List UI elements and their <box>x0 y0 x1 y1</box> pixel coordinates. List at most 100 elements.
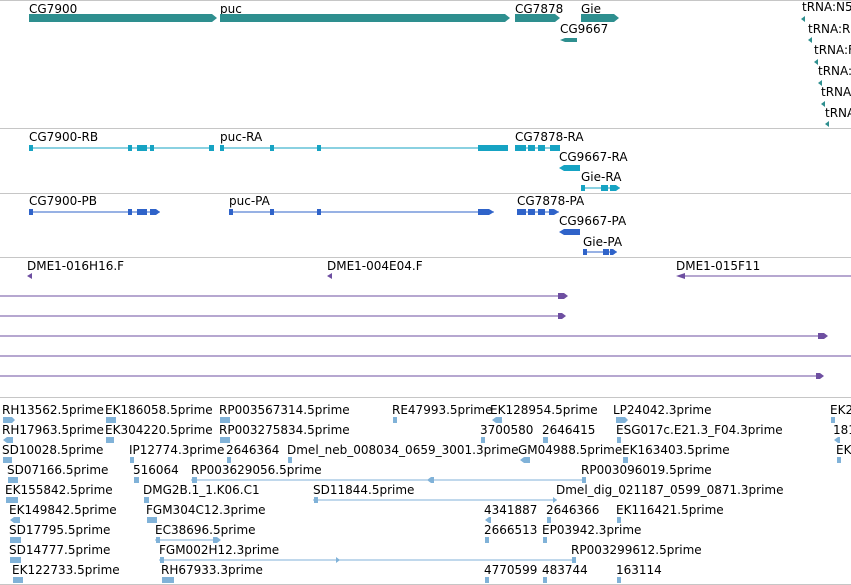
est-label[interactable]: RH17963.5prime <box>2 423 104 437</box>
est-label[interactable]: LP24042.3prime <box>613 403 712 417</box>
est-label[interactable]: GM04988.5prime <box>518 443 622 457</box>
protein-gie-pa[interactable]: Gie-PA <box>583 235 623 255</box>
clone-read-1[interactable] <box>0 293 568 299</box>
est-label[interactable]: FGM304C12.3prime <box>146 503 266 517</box>
est-label[interactable]: 2646366 <box>546 503 599 517</box>
est-label[interactable]: SD07166.5prime <box>7 463 108 477</box>
est-label[interactable]: EK304220.5prime <box>105 423 213 437</box>
est-label[interactable]: EK116421.5prime <box>616 503 724 517</box>
est-label[interactable]: Dmel_dig_021187_0599_0871.3prime <box>556 483 784 497</box>
est-label[interactable]: 2646364 <box>226 443 279 457</box>
trna-glyph[interactable] <box>825 121 829 127</box>
gene-feature-gie[interactable]: Gie <box>581 2 619 22</box>
est-label[interactable]: 4341887 <box>484 503 537 517</box>
est-label[interactable]: EK186058.5prime <box>105 403 213 417</box>
est-label[interactable]: SD10028.5prime <box>2 443 103 457</box>
est-label[interactable]: Dmel_neb_008034_0659_3001.3prime <box>287 443 519 457</box>
est-label[interactable]: RE47993.5prime <box>392 403 493 417</box>
protein-cg7900-pb[interactable]: CG7900-PB <box>29 194 160 215</box>
trna-glyph[interactable] <box>821 101 825 107</box>
est-label[interactable]: EK149842.5prime <box>9 503 117 517</box>
est-label[interactable]: IP12774.3prime <box>129 443 224 457</box>
trna-glyph[interactable] <box>801 16 805 22</box>
gene-feature-cg7878[interactable]: CG7878 <box>515 2 563 22</box>
protein-cg7878-pa[interactable]: CG7878-PA <box>517 194 585 215</box>
est-label[interactable]: RH13562.5prime <box>2 403 104 417</box>
protein-cg9667-pa[interactable]: CG9667-PA <box>559 214 627 235</box>
clone-dme1-016h16[interactable]: DME1-016H16.F <box>27 259 124 279</box>
est-label[interactable]: EK155842.5prime <box>5 483 113 497</box>
gene-glyph[interactable] <box>29 14 217 22</box>
transcript-gie-ra[interactable]: Gie-RA <box>581 170 622 191</box>
est-label[interactable]: EC38696.5prime <box>155 523 256 537</box>
clone-track: DME1-016H16.F DME1-004E04.F DME1-015F11 <box>0 259 851 379</box>
gene-feature-cg9667[interactable]: CG9667 <box>560 22 608 42</box>
est-label[interactable]: 516064 <box>133 463 179 477</box>
trna-glyph[interactable] <box>818 80 822 86</box>
est-label[interactable]: SD17795.5prime <box>9 523 110 537</box>
est-label[interactable]: EK2 <box>830 403 851 417</box>
est-label[interactable]: EK163403.5prime <box>622 443 730 457</box>
est-label[interactable]: 3700580 <box>480 423 533 437</box>
est-glyphs <box>3 437 840 443</box>
gene-feature-cg7900[interactable]: CG7900 <box>29 2 217 22</box>
est-label[interactable]: RP003096019.5prime <box>581 463 712 477</box>
transcript-cg7900-rb[interactable]: CG7900-RB <box>29 130 214 151</box>
gene-track: CG7900 puc CG7878 Gie CG9667 tRNA:N5 tRN… <box>29 0 851 127</box>
est-label[interactable]: 483744 <box>542 563 588 577</box>
gene-glyph[interactable] <box>560 38 577 42</box>
est-label[interactable]: EK <box>836 443 851 457</box>
est-label[interactable]: SD11844.5prime <box>313 483 414 497</box>
est-label[interactable]: 2666513 <box>484 523 537 537</box>
gene-label: Gie <box>581 2 601 16</box>
trna-feature-6[interactable]: tRNA <box>825 106 851 127</box>
trna-feature-1[interactable]: tRNA:N5 <box>801 0 851 22</box>
est-label[interactable]: 2646415 <box>542 423 595 437</box>
est-label[interactable]: ESG017c.E21.3_F04.3prime <box>616 423 783 437</box>
est-label[interactable]: 163114 <box>616 563 662 577</box>
est-label[interactable]: RP003275834.5prime <box>219 423 350 437</box>
clone-read-2[interactable] <box>0 313 566 319</box>
trna-feature-5[interactable]: tRNA <box>821 85 851 107</box>
est-label[interactable]: SD14777.5prime <box>9 543 110 557</box>
est-label[interactable]: RH67933.3prime <box>161 563 263 577</box>
protein-label: CG9667-PA <box>559 214 627 228</box>
est-label[interactable]: 181 <box>833 423 851 437</box>
gene-glyph[interactable] <box>515 14 560 22</box>
gene-glyph[interactable] <box>581 14 619 22</box>
est-glyphs <box>3 457 841 463</box>
gene-feature-puc[interactable]: puc <box>220 2 510 22</box>
est-label[interactable]: EK128954.5prime <box>490 403 598 417</box>
protein-label: puc-PA <box>229 194 271 208</box>
clone-read-5[interactable] <box>0 373 824 379</box>
transcript-cg9667-ra[interactable]: CG9667-RA <box>559 150 628 171</box>
trna-feature-4[interactable]: tRNA: <box>818 64 851 86</box>
est-label[interactable]: RP003299612.5prime <box>571 543 702 557</box>
est-label[interactable]: DMG2B.1_1.K06.C1 <box>143 483 260 497</box>
clone-glyph[interactable] <box>327 273 332 279</box>
trna-glyph[interactable] <box>814 59 818 65</box>
est-row-3: SD07166.5prime 516064 RP003629056.5prime… <box>7 463 712 483</box>
clone-dme1-015f11[interactable]: DME1-015F11 <box>676 259 851 279</box>
est-label[interactable]: EP03942.3prime <box>542 523 641 537</box>
trna-feature-2[interactable]: tRNA:R2 <box>808 22 851 43</box>
trna-glyph[interactable] <box>808 37 812 43</box>
transcript-puc-ra[interactable]: puc-RA <box>220 130 508 151</box>
est-label[interactable]: RP003567314.5prime <box>219 403 350 417</box>
transcript-cg7878-ra[interactable]: CG7878-RA <box>515 130 584 151</box>
clone-glyph[interactable] <box>27 273 32 279</box>
trna-feature-3[interactable]: tRNA:F <box>814 43 851 65</box>
clone-dme1-004e04[interactable]: DME1-004E04.F <box>327 259 423 279</box>
clone-label: DME1-004E04.F <box>327 259 423 273</box>
clone-read-3[interactable] <box>0 333 828 339</box>
gene-glyph[interactable] <box>220 14 510 22</box>
est-label[interactable]: 4770599 <box>484 563 537 577</box>
est-glyphs <box>10 537 547 543</box>
trna-label: tRNA <box>821 85 851 99</box>
est-label[interactable]: EK122733.5prime <box>12 563 120 577</box>
protein-puc-pa[interactable]: puc-PA <box>229 194 494 215</box>
clone-glyph[interactable] <box>676 273 685 279</box>
est-label[interactable]: FGM002H12.3prime <box>159 543 279 557</box>
est-label[interactable]: RP003629056.5prime <box>191 463 322 477</box>
